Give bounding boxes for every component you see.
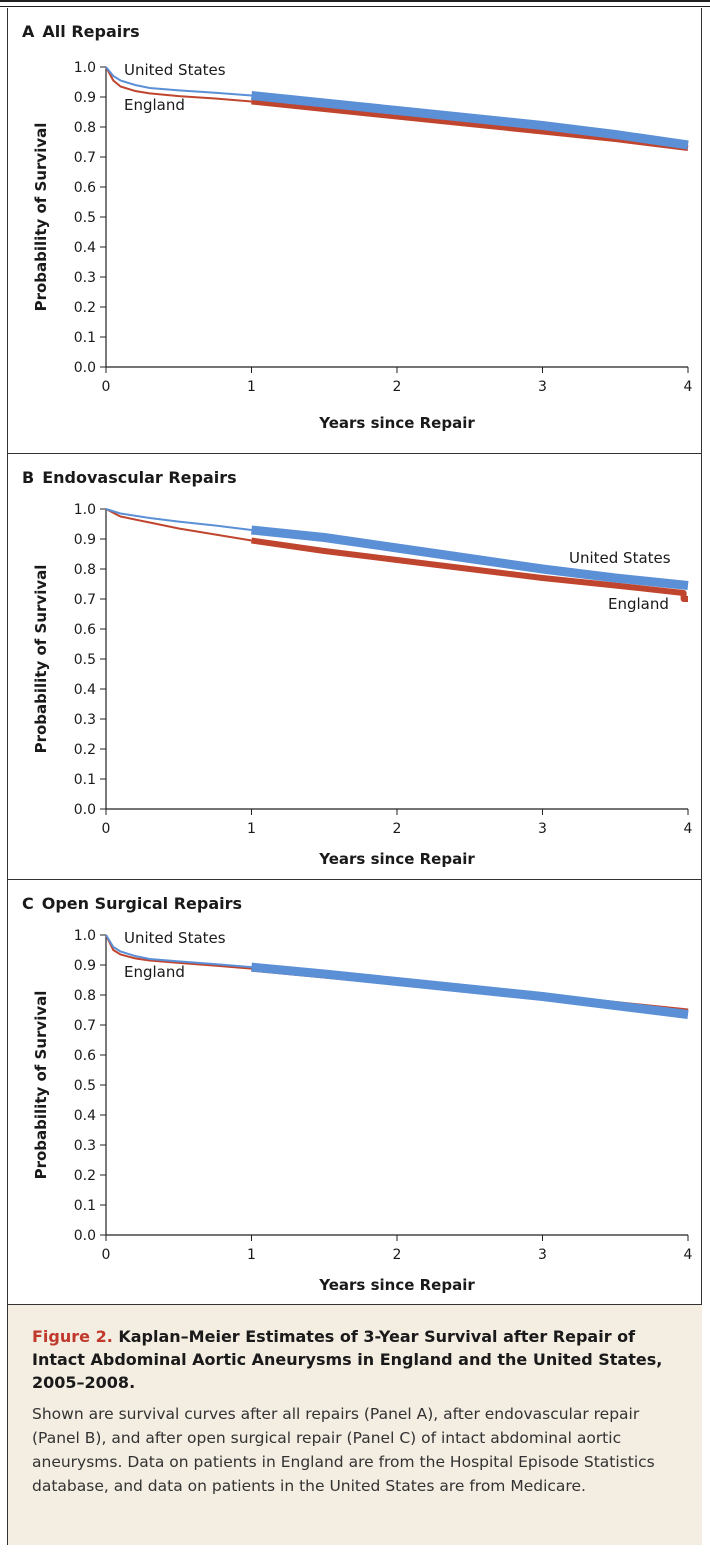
top-rule-thin	[0, 6, 710, 7]
y-tick-label: 0.0	[74, 360, 96, 376]
panel-b: B Endovascular Repairs 0.0 0.1 0.2 0.3 0.4 0.5…	[8, 454, 702, 880]
y-tick-label: 0.5	[74, 1078, 96, 1094]
y-tick-label: 0.8	[74, 120, 96, 136]
y-axis-label: Probability of Survival	[32, 123, 50, 312]
y-tick-label: 0.4	[74, 682, 96, 698]
x-tick-label: 2	[393, 1247, 402, 1263]
x-tick-label: 3	[538, 1247, 547, 1263]
axes: 0.0 0.1 0.2 0.3 0.4 0.5 0.6 0.7 0.8 0.9 1.0 0 1 2 3 4	[74, 502, 693, 837]
survival-curve-censored-band	[251, 91, 689, 150]
y-tick-label: 0.2	[74, 1168, 96, 1184]
y-tick-label: 0.8	[74, 562, 96, 578]
series-label-united-states: United States	[569, 549, 671, 567]
panel-c-letter: C	[22, 894, 34, 913]
y-tick-label: 0.1	[74, 772, 96, 788]
y-tick-label: 0.6	[74, 180, 96, 196]
x-tick-label: 4	[684, 1247, 693, 1263]
y-tick-label: 0.5	[74, 652, 96, 668]
top-rule	[0, 0, 710, 2]
y-axis-label: Probability of Survival	[32, 565, 50, 754]
survival-curve-early	[105, 934, 252, 969]
x-tick-label: 3	[538, 379, 547, 395]
survival-curve-censored-band	[251, 98, 689, 151]
x-axis-label: Years since Repair	[318, 1276, 475, 1294]
panel-b-title-text: Endovascular Repairs	[42, 468, 237, 487]
y-tick-label: 0.4	[74, 240, 96, 256]
caption-title: Figure 2. Kaplan–Meier Estimates of 3-Ye…	[32, 1325, 678, 1394]
y-axis-label: Probability of Survival	[32, 991, 50, 1180]
series-label-england: England	[124, 963, 185, 981]
panel-c: C Open Surgical Repairs 0.0 0.1 0.2 0.3 0.4 0.…	[8, 880, 702, 1305]
x-axis-label: Years since Repair	[318, 850, 475, 868]
survival-curve-early	[105, 66, 252, 97]
y-tick-label: 0.3	[74, 712, 96, 728]
chart-all-repairs: 0.0 0.1 0.2 0.3 0.4 0.5 0.6 0.7 0.8 0.9 1.0 0 1 2 3 4 Ye…	[32, 60, 693, 432]
series-label-england: England	[608, 595, 669, 613]
y-tick-label: 0.0	[74, 1228, 96, 1244]
caption-title-text: Kaplan–Meier Estimates of 3-Year Surviva…	[32, 1327, 663, 1392]
series-label-united-states: United States	[124, 61, 226, 79]
x-tick-label: 0	[102, 379, 111, 395]
y-tick-label: 0.2	[74, 742, 96, 758]
y-tick-label: 0.3	[74, 1138, 96, 1154]
x-tick-label: 4	[684, 379, 693, 395]
series-label-england: England	[124, 96, 185, 114]
survival-curve-early	[105, 508, 252, 542]
y-tick-label: 0.4	[74, 1108, 96, 1124]
y-tick-label: 0.7	[74, 1018, 96, 1034]
x-tick-label: 1	[247, 821, 256, 837]
survival-curve-censored-band	[251, 525, 689, 590]
panel-b-letter: B	[22, 468, 35, 487]
series-label-united-states: United States	[124, 929, 226, 947]
y-tick-label: 0.7	[74, 150, 96, 166]
x-tick-label: 1	[247, 379, 256, 395]
x-tick-label: 2	[393, 379, 402, 395]
y-tick-label: 0.1	[74, 330, 96, 346]
x-tick-label: 2	[393, 821, 402, 837]
y-tick-label: 1.0	[74, 928, 96, 944]
panel-c-title: C Open Surgical Repairs	[22, 894, 242, 913]
x-tick-label: 0	[102, 821, 111, 837]
x-tick-label: 4	[684, 821, 693, 837]
y-tick-label: 0.6	[74, 622, 96, 638]
y-tick-label: 1.0	[74, 502, 96, 518]
y-tick-label: 0.5	[74, 210, 96, 226]
y-tick-label: 0.7	[74, 592, 96, 608]
survival-curve-early	[105, 934, 252, 970]
panel-a: A All Repairs 0.0 0.1 0.2 0.3 0.4 0.5 0.6 0.7 0.8…	[8, 8, 702, 454]
x-tick-label: 1	[247, 1247, 256, 1263]
y-tick-label: 0.0	[74, 802, 96, 818]
chart-open-surgical-repairs: 0.0 0.1 0.2 0.3 0.4 0.5 0.6 0.7 0.8 0.9 1.0 0 1 2 3 4 Ye…	[32, 928, 693, 1294]
survival-curve-early	[105, 66, 252, 103]
y-tick-label: 1.0	[74, 60, 96, 76]
series-united-states	[105, 508, 689, 590]
x-tick-label: 0	[102, 1247, 111, 1263]
figure-caption: Figure 2. Kaplan–Meier Estimates of 3-Ye…	[8, 1305, 702, 1545]
series-united-states	[105, 934, 689, 1019]
caption-body: Shown are survival curves after all repa…	[32, 1405, 655, 1495]
y-tick-label: 0.1	[74, 1198, 96, 1214]
axes: 0.0 0.1 0.2 0.3 0.4 0.5 0.6 0.7 0.8 0.9 1.0 0 1 2 3 4	[74, 928, 693, 1263]
panel-a-title: A All Repairs	[22, 22, 140, 41]
survival-curve-early	[105, 508, 252, 531]
x-tick-label: 3	[538, 821, 547, 837]
chart-endovascular-repairs: 0.0 0.1 0.2 0.3 0.4 0.5 0.6 0.7 0.8 0.9 1.0 0 1 2 3 4 Ye…	[32, 502, 693, 868]
y-tick-label: 0.6	[74, 1048, 96, 1064]
y-tick-label: 0.9	[74, 90, 96, 106]
y-tick-label: 0.9	[74, 532, 96, 548]
panel-c-title-text: Open Surgical Repairs	[41, 894, 243, 913]
panel-b-title: B Endovascular Repairs	[22, 468, 237, 487]
y-tick-label: 0.9	[74, 958, 96, 974]
y-tick-label: 0.8	[74, 988, 96, 1004]
caption-figure-label: Figure 2.	[32, 1327, 113, 1346]
series-united-states	[105, 66, 689, 150]
axes: 0.0 0.1 0.2 0.3 0.4 0.5 0.6 0.7 0.8 0.9 1.0 0 1 2 3 4	[74, 60, 693, 395]
panel-a-letter: A	[22, 22, 35, 41]
y-tick-label: 0.3	[74, 270, 96, 286]
y-tick-label: 0.2	[74, 300, 96, 316]
x-axis-label: Years since Repair	[318, 414, 475, 432]
panel-a-title-text: All Repairs	[42, 22, 140, 41]
survival-curve-censored-band	[251, 962, 689, 1019]
